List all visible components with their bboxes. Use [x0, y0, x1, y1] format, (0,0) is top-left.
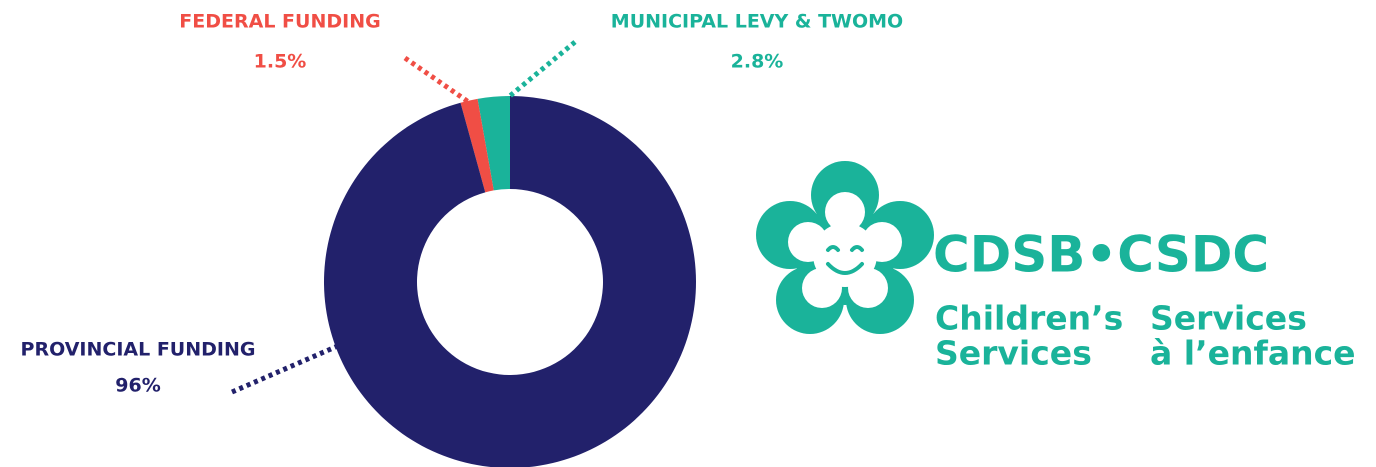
logo-name: CDSB•CSDC: [933, 226, 1269, 284]
leader-line: [503, 40, 577, 102]
slice: [460, 98, 494, 193]
logo-text: Services: [1150, 299, 1307, 338]
leader-line: [403, 55, 472, 106]
value-label: 2.8%: [731, 51, 784, 73]
value-label: 1.5%: [254, 51, 307, 73]
slice-label: MUNICIPAL LEVY & TWOMO: [611, 11, 903, 33]
slice: [324, 96, 696, 467]
slice-label: PROVINCIAL FUNDING: [21, 339, 256, 361]
logo-text: à l’enfance: [1150, 334, 1356, 373]
logo-icon: [756, 161, 934, 334]
logo-text: Children’s: [935, 299, 1123, 338]
slice-label: FEDERAL FUNDING: [179, 11, 380, 33]
slice: [477, 96, 510, 191]
leader-line: [231, 342, 341, 395]
logo-text: Services: [935, 334, 1092, 373]
value-label: 96%: [115, 375, 160, 397]
